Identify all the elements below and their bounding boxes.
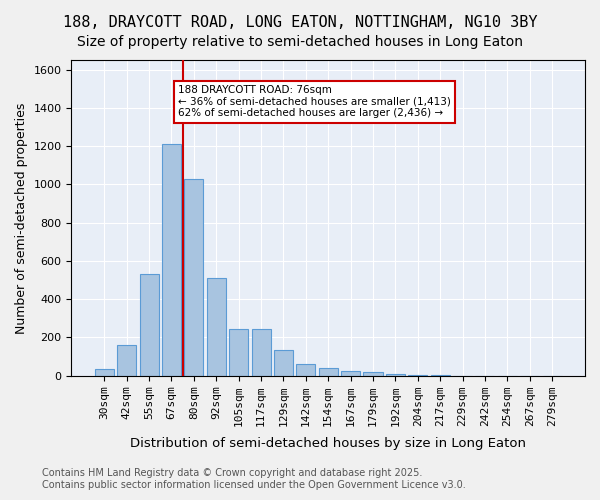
- Bar: [408, 374, 427, 376]
- Bar: [364, 372, 383, 376]
- Bar: [207, 278, 226, 376]
- Bar: [184, 178, 203, 376]
- Text: Contains HM Land Registry data © Crown copyright and database right 2025.
Contai: Contains HM Land Registry data © Crown c…: [42, 468, 466, 490]
- Bar: [296, 364, 316, 376]
- Text: 188 DRAYCOTT ROAD: 76sqm
← 36% of semi-detached houses are smaller (1,413)
62% o: 188 DRAYCOTT ROAD: 76sqm ← 36% of semi-d…: [178, 86, 451, 118]
- Text: Size of property relative to semi-detached houses in Long Eaton: Size of property relative to semi-detach…: [77, 35, 523, 49]
- Bar: [386, 374, 405, 376]
- Y-axis label: Number of semi-detached properties: Number of semi-detached properties: [15, 102, 28, 334]
- Bar: [229, 329, 248, 376]
- Bar: [319, 368, 338, 376]
- Bar: [274, 350, 293, 376]
- Bar: [251, 329, 271, 376]
- Bar: [431, 374, 449, 376]
- Bar: [341, 371, 360, 376]
- Bar: [140, 274, 158, 376]
- Text: 188, DRAYCOTT ROAD, LONG EATON, NOTTINGHAM, NG10 3BY: 188, DRAYCOTT ROAD, LONG EATON, NOTTINGH…: [63, 15, 537, 30]
- Bar: [162, 144, 181, 376]
- Bar: [95, 369, 114, 376]
- X-axis label: Distribution of semi-detached houses by size in Long Eaton: Distribution of semi-detached houses by …: [130, 437, 526, 450]
- Bar: [117, 345, 136, 376]
